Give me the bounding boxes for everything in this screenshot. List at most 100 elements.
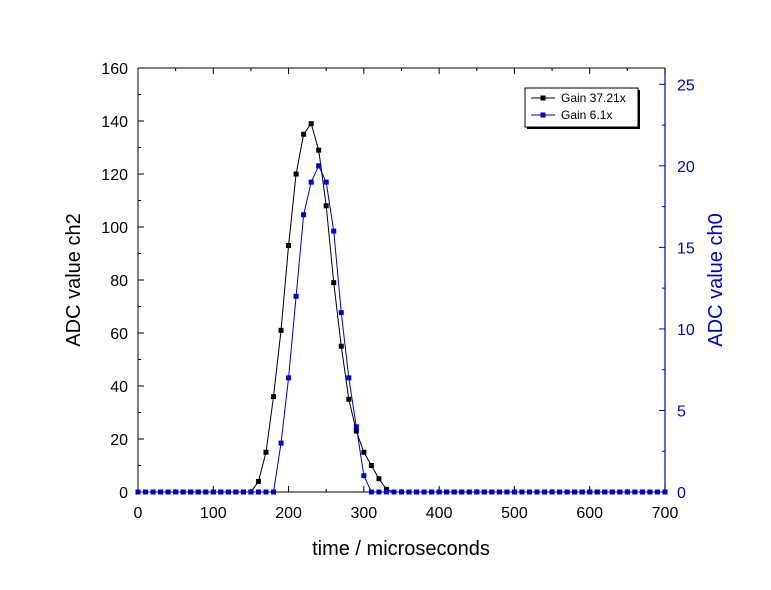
data-point <box>361 449 367 455</box>
y2-tick-label: 0 <box>677 485 686 502</box>
data-point <box>511 489 517 495</box>
data-point <box>451 489 457 495</box>
legend-label: Gain 37.21x <box>561 91 626 105</box>
data-point <box>414 489 420 495</box>
x-tick-label: 200 <box>275 505 302 522</box>
data-point <box>331 280 337 286</box>
data-point <box>647 489 653 495</box>
series-layer <box>135 121 668 495</box>
data-point <box>594 489 600 495</box>
data-point <box>286 375 292 381</box>
y-axis-title: ADC value ch2 <box>63 213 85 346</box>
data-point <box>564 489 570 495</box>
data-point <box>624 489 630 495</box>
data-point <box>308 121 314 127</box>
data-point <box>346 396 352 402</box>
y-tick-label: 80 <box>110 273 128 290</box>
data-point <box>271 394 277 400</box>
data-point <box>361 473 367 479</box>
x-axis-title: time / microseconds <box>312 538 490 560</box>
legend-swatch-marker <box>540 112 546 118</box>
data-point <box>323 203 329 209</box>
y-tick-label: 140 <box>101 114 128 131</box>
y-tick-label: 160 <box>101 61 128 78</box>
data-point <box>474 489 480 495</box>
data-point <box>210 489 216 495</box>
series-gain-6-1x <box>135 163 668 495</box>
data-point <box>203 489 209 495</box>
legend-box <box>524 87 639 128</box>
data-point <box>662 489 668 495</box>
y2-tick-label: 15 <box>677 240 695 257</box>
axis-titles: time / microseconds ADC value ch2 ADC va… <box>63 213 727 560</box>
data-point <box>195 489 201 495</box>
data-point <box>429 489 435 495</box>
data-point <box>572 489 578 495</box>
x-tick-label: 400 <box>426 505 453 522</box>
data-point <box>557 489 563 495</box>
data-point <box>481 489 487 495</box>
data-point <box>331 228 337 234</box>
data-point <box>353 424 359 430</box>
x-axis-ticks: 0 100 200 300 400 500 600 700 <box>134 68 678 522</box>
data-point <box>534 489 540 495</box>
data-point <box>579 489 585 495</box>
data-point <box>165 489 171 495</box>
data-point <box>542 489 548 495</box>
data-point <box>301 131 307 137</box>
series-line <box>138 122 665 493</box>
data-point <box>338 310 344 316</box>
plot-frame <box>137 67 666 493</box>
y2-axis-ticks: 0 5 10 15 20 25 <box>659 77 695 502</box>
y-tick-label: 120 <box>101 167 128 184</box>
data-point <box>549 489 555 495</box>
data-point <box>308 179 314 185</box>
data-point <box>278 327 284 333</box>
data-point <box>173 489 179 495</box>
x-tick-label: 500 <box>501 505 528 522</box>
data-point <box>496 489 502 495</box>
y-tick-label: 0 <box>119 485 128 502</box>
y2-tick-label: 20 <box>677 159 695 176</box>
data-point <box>406 489 412 495</box>
data-point <box>233 489 239 495</box>
data-point <box>639 489 645 495</box>
data-point <box>293 171 299 177</box>
data-point <box>338 343 344 349</box>
legend-swatch-marker <box>540 95 546 101</box>
y-tick-label: 60 <box>110 326 128 343</box>
data-point <box>316 163 322 169</box>
data-point <box>526 489 532 495</box>
data-point <box>654 489 660 495</box>
data-point <box>519 489 525 495</box>
data-point <box>609 489 615 495</box>
data-point <box>263 449 269 455</box>
data-point <box>248 489 254 495</box>
data-point <box>587 489 593 495</box>
y2-tick-label: 25 <box>677 77 695 94</box>
x-tick-label: 100 <box>200 505 227 522</box>
data-point <box>255 478 261 484</box>
data-point <box>391 489 397 495</box>
data-point <box>368 463 374 468</box>
y2-tick-label: 5 <box>677 403 686 420</box>
data-point <box>263 489 269 495</box>
data-point <box>376 489 382 495</box>
data-point <box>602 489 608 495</box>
data-point <box>240 489 246 495</box>
data-point <box>180 489 186 495</box>
y-axis-ticks: 0 20 40 60 80 100 120 140 160 <box>101 61 144 502</box>
data-point <box>376 476 382 482</box>
data-point <box>504 489 510 495</box>
data-point <box>135 489 141 495</box>
data-point <box>632 489 638 495</box>
data-point <box>383 486 389 492</box>
data-point <box>383 489 389 495</box>
data-point <box>286 243 292 249</box>
data-point <box>278 440 284 446</box>
data-point <box>399 489 404 495</box>
data-point <box>353 428 359 434</box>
data-point <box>346 375 352 381</box>
y-tick-label: 100 <box>101 220 128 237</box>
